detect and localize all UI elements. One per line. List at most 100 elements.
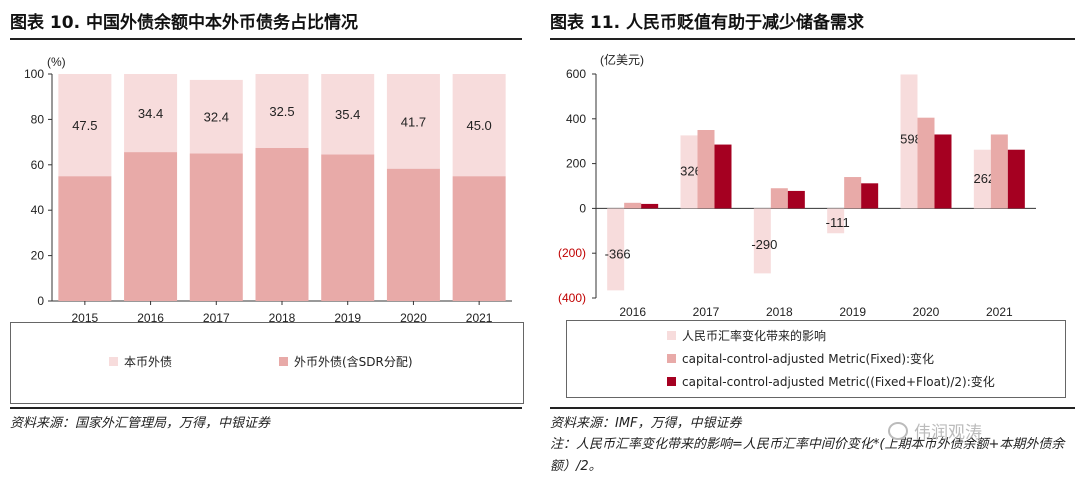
data-label: 326 (680, 163, 702, 178)
bar-metric-fixed-float (1007, 149, 1025, 209)
left-figure-title: 图表 10. 中国外债余额中本外币债务占比情况 (10, 13, 358, 33)
y-tick-label: 100 (24, 67, 44, 81)
x-tick-label: 2020 (913, 305, 940, 319)
legend-label: 本币外债 (124, 355, 173, 369)
y-tick-label: 40 (31, 203, 45, 217)
bar-foreign-currency (58, 176, 112, 301)
y-tick-label: 60 (31, 158, 45, 172)
right-source-rule (550, 407, 1075, 409)
bar-fx-impact (607, 208, 625, 291)
bar-metric-fixed-float (714, 144, 732, 209)
bar-fx-impact (680, 135, 698, 209)
x-tick-label: 2018 (766, 305, 793, 319)
x-tick-label: 2016 (619, 305, 646, 319)
y-tick-label: 0 (37, 294, 44, 308)
left-stacked-bar-chart: 0 20 40 60 80 100(%) 47.5 2015 34.4 2016 32.4 2017 3… (24, 55, 512, 322)
y-axis-unit: (亿美元) (600, 52, 644, 67)
left-source: 资料来源：国家外汇管理局，万得，中银证券 (10, 416, 271, 431)
wechat-icon (888, 421, 908, 440)
bar-foreign-currency (255, 147, 309, 301)
bar-local-currency (452, 74, 506, 177)
bar-fx-impact (973, 149, 991, 209)
data-label: 32.4 (204, 110, 229, 125)
bar-foreign-currency (452, 176, 506, 301)
bar-fx-impact (900, 74, 918, 209)
left-legend: 本币外债 外币外债(含SDR分配) (10, 322, 524, 404)
bar-metric-fixed (624, 202, 642, 209)
y-tick-label: (400) (558, 291, 586, 305)
data-label: -290 (751, 237, 777, 252)
data-label: 41.7 (401, 114, 426, 129)
y-axis-unit: (%) (47, 55, 66, 69)
bar-metric-fixed (770, 188, 788, 209)
bar-metric-fixed (697, 130, 715, 209)
y-tick-label: (200) (558, 246, 586, 260)
x-tick-label: 2020 (400, 311, 427, 322)
left-title-rule (10, 38, 522, 40)
data-label: -366 (605, 246, 631, 261)
right-title-rule (550, 38, 1075, 40)
bar-metric-fixed (990, 134, 1008, 209)
watermark-text: 伟润观涛 (914, 423, 982, 443)
legend-swatch (109, 357, 118, 366)
x-tick-label: 2021 (466, 311, 493, 322)
legend-swatch (667, 331, 676, 340)
legend-swatch (667, 354, 676, 363)
x-tick-label: 2017 (203, 311, 230, 322)
y-tick-label: 600 (566, 67, 586, 81)
y-tick-label: 20 (31, 249, 45, 263)
legend-label: capital-control-adjusted Metric(Fixed):变… (682, 352, 935, 366)
right-grouped-bar-chart: (400) (200) 0 200 400 600 (亿美元) -366 2016 326 2017… (558, 52, 1036, 319)
data-label: 34.4 (138, 106, 163, 121)
bar-fx-impact (753, 208, 771, 274)
data-label: 47.5 (72, 118, 97, 133)
left-figure-panel: 图表 10. 中国外债余额中本外币债务占比情况 0 20 40 60 80 100 (%) 4… (0, 0, 525, 490)
x-tick-label: 2019 (334, 311, 361, 322)
y-tick-label: 400 (566, 112, 586, 126)
bar-local-currency (321, 74, 375, 155)
bar-fx-impact (827, 208, 845, 234)
bar-metric-fixed-float (641, 203, 659, 209)
legend-label: capital-control-adjusted Metric((Fixed+F… (682, 375, 995, 389)
bar-metric-fixed (917, 117, 935, 209)
data-label: 262 (973, 171, 995, 186)
x-tick-label: 2019 (839, 305, 866, 319)
bar-foreign-currency (386, 168, 440, 301)
x-tick-label: 2015 (72, 311, 99, 322)
y-tick-label: 0 (579, 201, 586, 215)
bar-metric-fixed-float (861, 183, 879, 209)
right-source: 资料来源：IMF，万得，中银证券 (550, 416, 742, 431)
y-tick-label: 200 (566, 157, 586, 171)
legend-swatch (667, 377, 676, 386)
data-label: 45.0 (466, 118, 491, 133)
x-tick-label: 2018 (269, 311, 296, 322)
legend-item-fx-impact: 人民币汇率变化带来的影响 (667, 327, 826, 344)
x-tick-label: 2017 (693, 305, 720, 319)
watermark: 伟润观涛 (888, 418, 982, 443)
legend-item-local-currency: 本币外债 (109, 353, 172, 370)
legend-item-foreign-currency: 外币外债(含SDR分配) (279, 353, 413, 370)
legend-label: 外币外债(含SDR分配) (294, 355, 413, 369)
bar-local-currency (124, 74, 178, 153)
data-label: -111 (826, 215, 850, 230)
x-tick-label: 2021 (986, 305, 1013, 319)
legend-swatch (279, 357, 288, 366)
bar-local-currency (255, 74, 309, 148)
right-legend: 人民币汇率变化带来的影响 capital-control-adjusted Me… (566, 320, 1066, 398)
bar-foreign-currency (189, 153, 243, 301)
data-label: 32.5 (269, 104, 294, 119)
x-tick-label: 2016 (137, 311, 164, 322)
bar-local-currency (189, 79, 243, 154)
bar-foreign-currency (321, 154, 375, 301)
y-tick-label: 80 (31, 112, 45, 126)
bar-metric-fixed-float (787, 190, 805, 209)
legend-item-metric-fixed-float: capital-control-adjusted Metric((Fixed+F… (667, 373, 995, 390)
bar-local-currency (58, 74, 112, 177)
bar-local-currency (386, 74, 440, 169)
bar-metric-fixed-float (934, 134, 952, 209)
data-label: 598 (900, 132, 922, 147)
legend-item-metric-fixed: capital-control-adjusted Metric(Fixed):变… (667, 350, 934, 367)
bar-metric-fixed (844, 177, 862, 209)
right-note: 注：人民币汇率变化带来的影响=人民币汇率中间价变化*(上期本币外债余额+本期外债… (550, 437, 1065, 474)
data-label: 35.4 (335, 107, 360, 122)
